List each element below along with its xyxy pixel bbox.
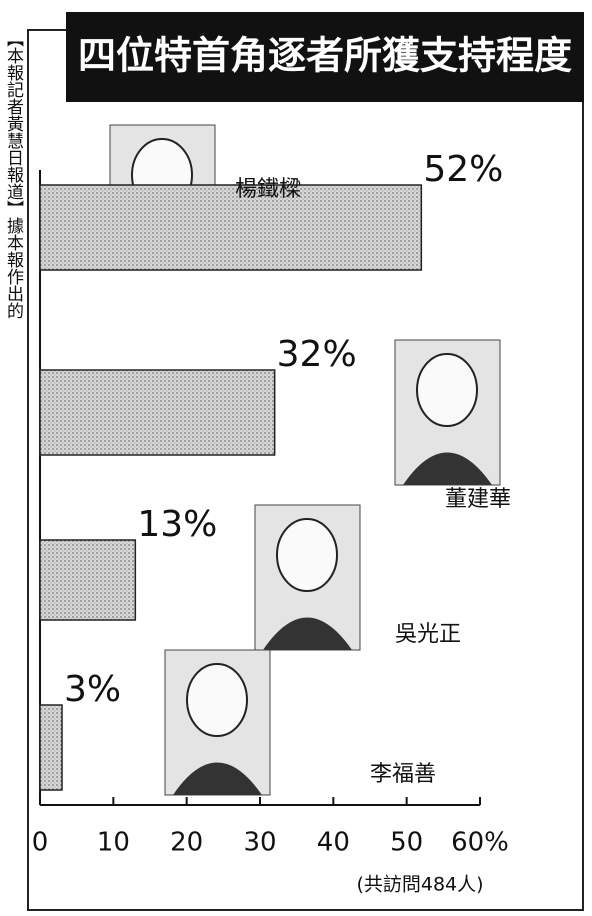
bar bbox=[39, 369, 276, 456]
x-tick-label: 30 bbox=[243, 828, 276, 858]
chart-title: 四位特首角逐者所獲支持程度 bbox=[78, 34, 572, 78]
x-tick-label: 40 bbox=[317, 828, 350, 858]
value-label: 3% bbox=[64, 669, 121, 710]
portrait-head bbox=[276, 518, 338, 592]
x-tick-label: 50 bbox=[390, 828, 423, 858]
category-label: 吳光正 bbox=[395, 622, 461, 647]
category-label: 楊鐵樑 bbox=[235, 177, 301, 202]
bar bbox=[39, 184, 423, 271]
note: (共訪問484人) bbox=[356, 874, 483, 896]
portrait-body bbox=[173, 762, 262, 795]
value-label: 13% bbox=[137, 504, 217, 545]
x-tick-label: 60% bbox=[451, 828, 509, 858]
category-label: 李福善 bbox=[370, 762, 436, 787]
category-label: 董建華 bbox=[445, 487, 511, 512]
x-tick-label: 10 bbox=[97, 828, 130, 858]
x-tick-label: 0 bbox=[32, 828, 49, 858]
portrait-body bbox=[403, 452, 492, 485]
value-label: 32% bbox=[277, 334, 357, 375]
portrait-body bbox=[263, 617, 352, 650]
x-tick-label: 20 bbox=[170, 828, 203, 858]
portrait-head bbox=[186, 663, 248, 737]
side-text: 【本報記者黃慧日報道】據本報作出的 bbox=[3, 30, 23, 319]
bar bbox=[39, 539, 137, 621]
bar bbox=[39, 704, 63, 791]
portrait-head bbox=[416, 353, 478, 427]
value-label: 52% bbox=[423, 149, 503, 190]
title-box bbox=[66, 12, 584, 102]
